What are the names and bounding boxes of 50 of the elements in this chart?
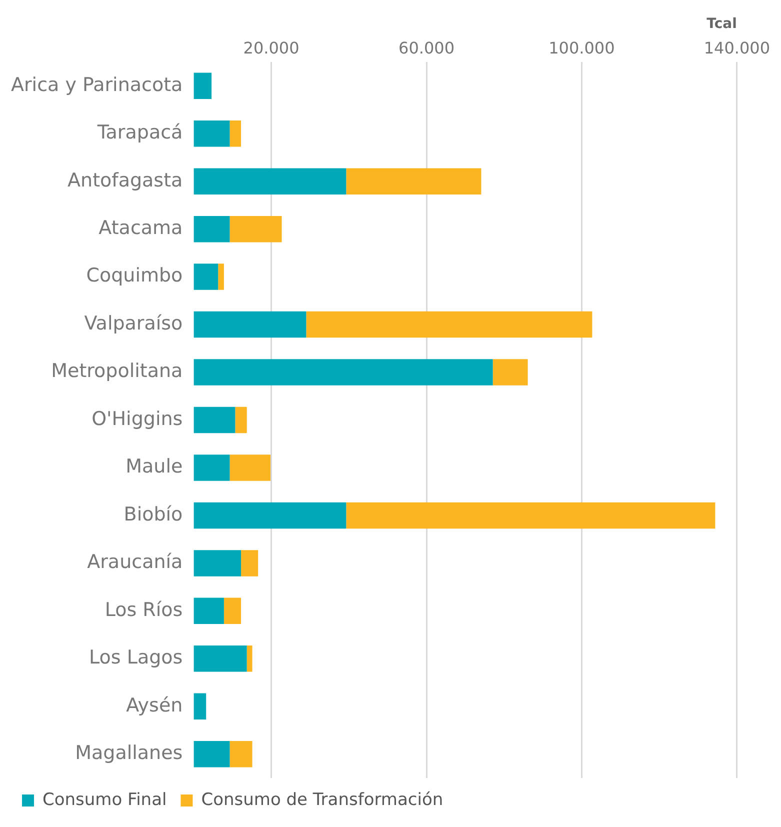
bar [194,72,212,99]
bar [194,311,306,338]
bar [230,741,252,768]
bar [194,454,230,481]
bar [194,359,493,386]
bar [194,216,230,242]
legend-label: Consumo de Transformación [201,790,444,810]
bar [306,311,592,338]
bar [230,454,271,481]
bar [194,502,346,529]
bar [346,168,482,194]
bar [346,502,716,529]
bar [194,646,247,672]
y-tick-label: Arica y Parinacota [11,74,183,96]
legend-label: Consumo Final [42,790,167,810]
bar [194,741,230,768]
x-tick-label: 140.000 [704,38,770,58]
y-tick-label: Araucanía [87,551,183,574]
bar [194,598,224,624]
y-tick-label: Los Lagos [89,646,183,669]
bar [218,264,224,290]
bar [246,646,252,672]
x-tick-label: 60.000 [398,38,454,58]
bar [194,168,346,194]
y-tick-label: Magallanes [75,742,183,764]
bar [194,406,236,434]
bar [241,550,258,576]
bar [224,598,242,624]
bar [194,120,230,147]
y-tick-label: Los Ríos [104,598,183,621]
bar [194,550,242,576]
y-tick-label: Atacama [98,217,183,240]
bar [230,216,282,242]
bar [492,359,528,386]
x-tick-label: 20.000 [243,38,300,58]
y-tick-label: Tarapacá [96,122,183,144]
y-tick-label: Valparaíso [84,312,183,334]
y-tick-label: Antofagasta [68,169,183,192]
y-tick-label: Aysén [126,694,183,716]
y-tick-label: Maule [126,456,183,478]
y-tick-label: O'Higgins [92,408,183,430]
bar [235,406,247,434]
bar [194,264,218,290]
bar [194,693,206,720]
bar [230,120,242,147]
y-tick-label: Biobío [124,503,183,526]
y-tick-label: Coquimbo [86,264,183,287]
x-axis-title: Tcal [706,16,737,32]
x-tick-label: 100.000 [548,38,615,58]
y-tick-label: Metropolitana [51,360,183,382]
